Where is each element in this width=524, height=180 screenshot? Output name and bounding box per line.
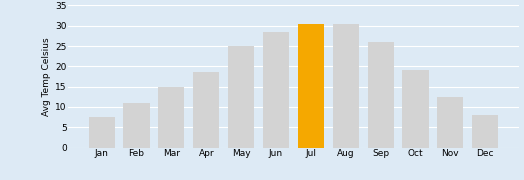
- Bar: [298, 24, 324, 148]
- Bar: [472, 115, 498, 148]
- Bar: [402, 70, 429, 148]
- Bar: [367, 42, 394, 148]
- Y-axis label: Avg Temp Celsius: Avg Temp Celsius: [42, 37, 51, 116]
- Bar: [333, 24, 359, 148]
- Bar: [124, 103, 150, 148]
- Bar: [89, 117, 115, 148]
- Bar: [228, 46, 254, 148]
- Bar: [437, 97, 463, 148]
- Bar: [193, 72, 220, 148]
- Bar: [158, 87, 184, 148]
- Bar: [263, 32, 289, 148]
